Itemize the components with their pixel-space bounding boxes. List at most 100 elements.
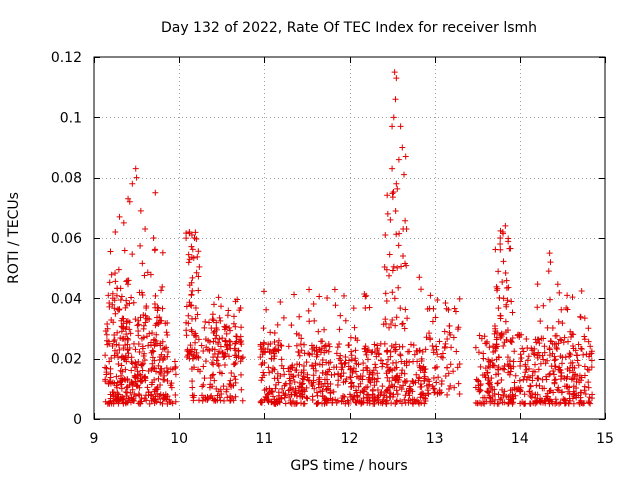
data-point — [185, 312, 192, 319]
data-point — [389, 165, 396, 172]
data-point — [497, 396, 504, 403]
data-point — [135, 321, 142, 328]
data-point — [271, 400, 278, 407]
data-point — [237, 305, 244, 312]
data-point — [371, 348, 378, 355]
data-point — [497, 312, 504, 319]
data-point — [192, 339, 199, 346]
data-point — [295, 387, 302, 394]
data-point — [456, 295, 463, 302]
data-point — [128, 367, 135, 374]
data-point — [137, 400, 144, 407]
data-point — [291, 378, 298, 385]
data-point — [554, 281, 561, 288]
data-point — [417, 367, 424, 374]
data-point — [347, 366, 354, 373]
data-point — [540, 302, 547, 309]
data-point — [434, 351, 441, 358]
data-point — [386, 378, 393, 385]
data-point — [288, 391, 295, 398]
data-point — [210, 301, 217, 308]
data-point — [403, 225, 410, 232]
data-point — [549, 324, 556, 331]
data-point — [232, 323, 239, 330]
data-point — [232, 393, 239, 400]
data-point — [311, 317, 318, 324]
data-point — [142, 374, 149, 381]
data-point — [577, 313, 584, 320]
data-point — [397, 352, 404, 359]
data-point — [355, 361, 362, 368]
data-point — [433, 346, 440, 353]
data-point — [475, 349, 482, 356]
data-point — [271, 329, 278, 336]
data-point — [257, 398, 264, 405]
data-point — [188, 254, 195, 261]
data-point — [444, 336, 451, 343]
data-point — [563, 305, 570, 312]
data-point — [442, 299, 449, 306]
data-point — [342, 317, 349, 324]
data-point — [360, 367, 367, 374]
data-point — [111, 331, 118, 338]
data-point — [136, 289, 143, 296]
data-point — [347, 334, 354, 341]
data-point — [391, 383, 398, 390]
x-tick-label: 10 — [170, 431, 188, 447]
data-point — [409, 400, 416, 407]
data-point — [578, 288, 585, 295]
data-point — [410, 342, 417, 349]
data-point — [218, 303, 225, 310]
data-point — [569, 342, 576, 349]
data-point — [326, 343, 333, 350]
data-point — [124, 389, 131, 396]
data-point — [277, 298, 284, 305]
data-point — [186, 299, 193, 306]
data-point — [398, 263, 405, 270]
data-point — [373, 353, 380, 360]
data-point — [191, 346, 198, 353]
data-point — [314, 351, 321, 358]
data-point — [395, 242, 402, 249]
data-point — [202, 318, 209, 325]
data-point — [142, 319, 149, 326]
data-point — [536, 382, 543, 389]
data-point — [286, 386, 293, 393]
data-point — [304, 395, 311, 402]
data-point — [211, 377, 218, 384]
data-point — [313, 344, 320, 351]
data-point — [215, 388, 222, 395]
data-point — [345, 400, 352, 407]
data-point — [567, 328, 574, 335]
data-point — [482, 365, 489, 372]
data-point — [114, 384, 121, 391]
data-point — [418, 355, 425, 362]
data-point — [139, 260, 146, 267]
data-point — [345, 342, 352, 349]
x-tick-label: 15 — [596, 431, 614, 447]
data-point — [575, 341, 582, 348]
data-point — [218, 370, 225, 377]
data-point — [150, 235, 157, 241]
data-point — [116, 346, 123, 353]
data-point — [547, 338, 554, 345]
data-point — [336, 341, 343, 348]
data-point — [301, 341, 308, 348]
data-point — [300, 363, 307, 370]
data-point — [581, 363, 588, 370]
data-point — [119, 396, 126, 403]
data-point — [285, 343, 292, 350]
data-point — [136, 392, 143, 399]
data-point — [473, 376, 480, 383]
data-point — [269, 368, 276, 375]
data-point — [282, 391, 289, 398]
data-point — [221, 362, 228, 369]
data-point — [359, 387, 366, 394]
data-point — [529, 377, 536, 384]
data-point — [483, 398, 490, 405]
data-point — [290, 373, 297, 380]
data-point — [395, 156, 402, 163]
data-point — [340, 392, 347, 399]
data-point — [366, 400, 373, 407]
